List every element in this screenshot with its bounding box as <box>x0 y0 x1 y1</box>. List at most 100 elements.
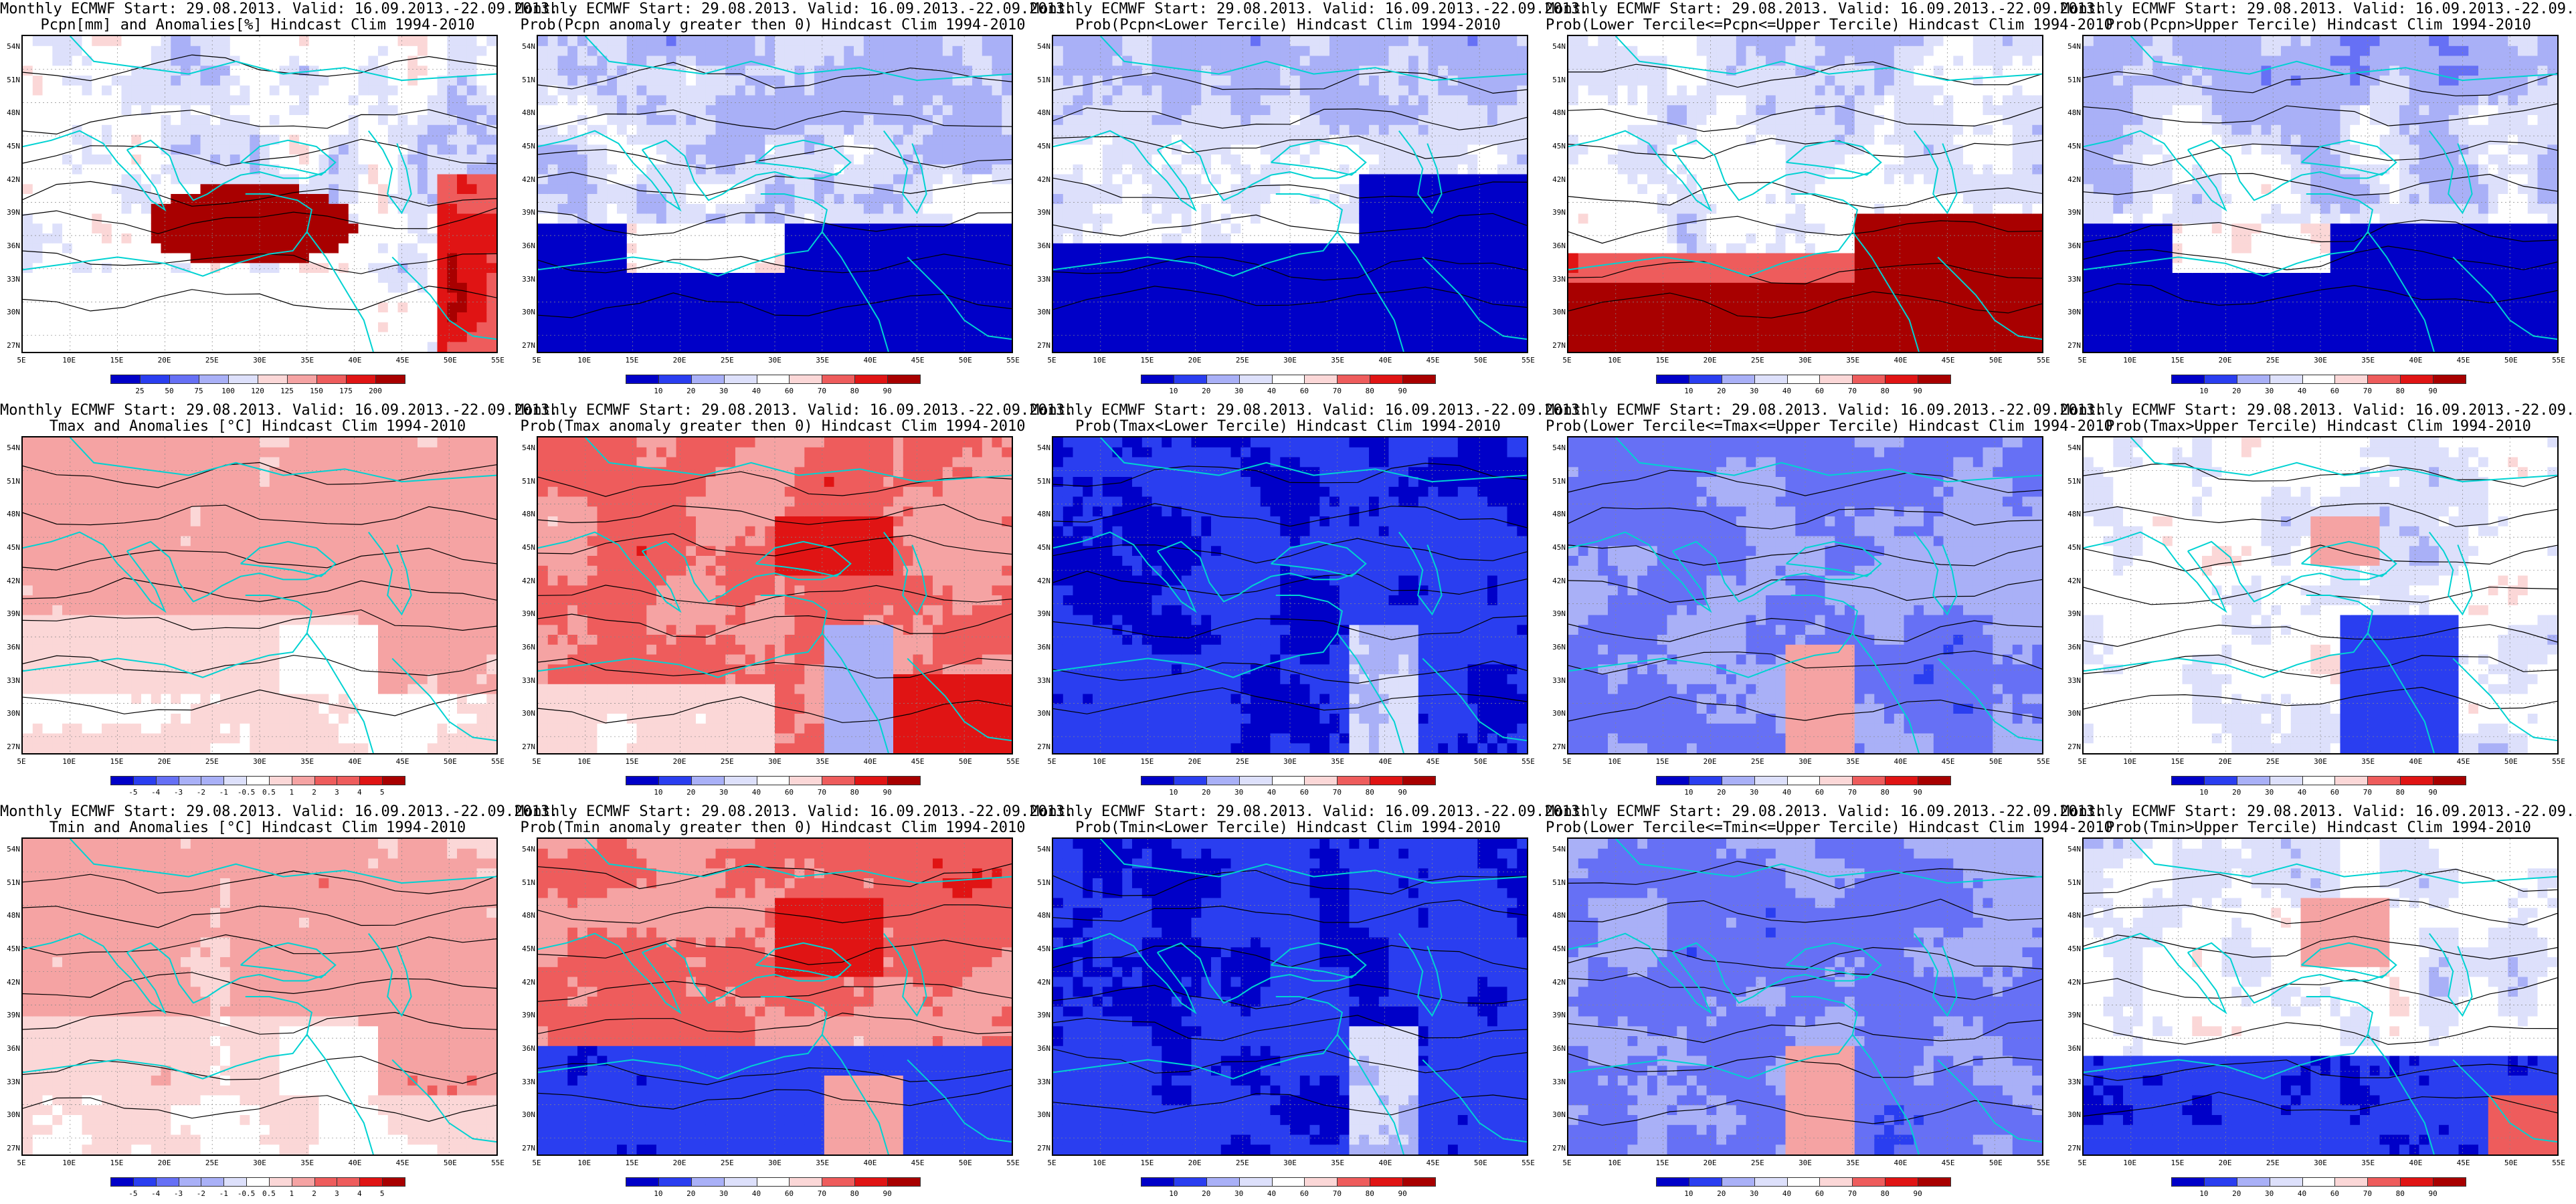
color-bar-tick: 20 <box>678 788 705 797</box>
coastline <box>391 1059 496 1143</box>
coastline <box>2130 437 2557 483</box>
color-bar-swatch <box>1271 1177 1305 1187</box>
color-bar-swatch <box>1721 375 1755 384</box>
color-bar-tick: 20 <box>678 1189 705 1198</box>
color-bar-swatch <box>1885 375 1919 384</box>
color-bar-swatch <box>228 375 258 384</box>
color-bar-tick: 60 <box>1806 1189 1833 1198</box>
longitude-label: 45E <box>908 757 928 766</box>
color-bar-swatch <box>291 1177 315 1187</box>
longitude-label: 10E <box>1604 757 1625 766</box>
longitude-label: 5E <box>527 1159 547 1167</box>
color-bar-swatch <box>2302 1177 2336 1187</box>
coastline <box>1336 633 1404 753</box>
coastline <box>1851 633 1920 753</box>
latitude-label: 54N <box>1 42 20 51</box>
coastline <box>23 130 167 212</box>
coastline <box>538 932 682 1015</box>
latitude-label: 51N <box>1032 477 1050 486</box>
color-bar-tick: 70 <box>1839 788 1865 797</box>
longitude-label: 20E <box>1185 757 1205 766</box>
color-bar-tick: 10 <box>2191 1189 2217 1198</box>
map-panel: Monthly ECMWF Start: 29.08.2013. Valid: … <box>1030 401 1588 803</box>
latitude-label: 27N <box>2062 341 2081 350</box>
longitude-label: 20E <box>670 757 690 766</box>
longitude-label: 15E <box>1137 1159 1157 1167</box>
color-bar-tick: 80 <box>1356 788 1383 797</box>
longitude-label: 45E <box>1938 757 1958 766</box>
color-bar-tick: 10 <box>1160 1189 1187 1198</box>
color-bar-tick: 175 <box>333 387 359 395</box>
coastline <box>23 595 313 678</box>
coastline <box>1422 256 1527 340</box>
latitude-label: 54N <box>1547 42 1566 51</box>
longitude-label: 5E <box>2072 1159 2092 1167</box>
map-panel: Monthly ECMWF Start: 29.08.2013. Valid: … <box>1546 803 2113 1204</box>
coastline <box>2367 633 2435 753</box>
color-bar-swatch <box>1721 1177 1755 1187</box>
color-bar-tick: 40 <box>1259 387 1285 395</box>
latitude-label: 36N <box>517 241 535 250</box>
latitude-label: 54N <box>517 845 535 854</box>
latitude-label: 48N <box>2062 911 2081 920</box>
latitude-label: 27N <box>1547 341 1566 350</box>
longitude-label: 45E <box>1423 1159 1443 1167</box>
color-bar: 10 20 30 40 60 70 80 90 <box>1141 776 1436 797</box>
color-bar-tick: 50 <box>156 387 183 395</box>
longitude-label: 25E <box>1748 757 1768 766</box>
color-bar-swatch <box>1402 776 1436 785</box>
coastline <box>2452 256 2557 340</box>
coastline <box>1157 540 1357 603</box>
longitude-label: 25E <box>1232 757 1253 766</box>
color-bar-tick: 40 <box>743 387 770 395</box>
color-bar-tick: 30 <box>1741 788 1768 797</box>
longitude-label: 25E <box>202 1159 222 1167</box>
color-bar-tick: 30 <box>2256 387 2283 395</box>
latitude-label: 39N <box>1032 208 1050 217</box>
color-bar-tick: 20 <box>2223 387 2250 395</box>
color-bar-tick: 4 <box>346 788 373 797</box>
coastline <box>1672 942 1872 1004</box>
coastline <box>23 932 167 1015</box>
color-bar-swatch <box>1819 1177 1853 1187</box>
color-bar-swatch <box>1141 375 1174 384</box>
color-bar-tick: 10 <box>1675 788 1702 797</box>
color-bar-tick: 4 <box>346 1189 373 1198</box>
color-bar-tick: 10 <box>645 788 672 797</box>
color-bar-swatch <box>2269 776 2303 785</box>
coastline <box>755 540 852 577</box>
panel-title-line2: Tmax and Anomalies [°C] Hindcast Clim 19… <box>0 419 515 435</box>
longitude-label: 50E <box>2501 757 2521 766</box>
color-bar-swatch <box>337 1177 361 1187</box>
color-bar-swatch <box>822 1177 856 1187</box>
field-map <box>1053 36 1527 352</box>
field-map <box>23 437 496 753</box>
longitude-label: 50E <box>440 1159 460 1167</box>
color-bar-swatch <box>1271 375 1305 384</box>
longitude-label: 5E <box>2072 356 2092 365</box>
latitude-label: 36N <box>2062 1044 2081 1053</box>
map-panel: Monthly ECMWF Start: 29.08.2013. Valid: … <box>0 401 558 803</box>
latitude-label: 30N <box>1032 709 1050 718</box>
latitude-label: 36N <box>1032 241 1050 250</box>
color-bar-tick: 80 <box>1871 788 1898 797</box>
color-bar-tick: 60 <box>1806 387 1833 395</box>
longitude-label: 10E <box>1604 1159 1625 1167</box>
coastline <box>2130 36 2557 82</box>
color-bar-tick: -4 <box>143 1189 169 1198</box>
longitude-label: 35E <box>812 356 832 365</box>
map-panel: Monthly ECMWF Start: 29.08.2013. Valid: … <box>515 803 1073 1204</box>
longitude-label: 10E <box>574 757 594 766</box>
latitude-label: 51N <box>1 477 20 486</box>
longitude-label: 55E <box>2033 356 2053 365</box>
color-bar-tick: 90 <box>1904 788 1931 797</box>
color-bar-swatch <box>1304 1177 1338 1187</box>
color-bar-swatch <box>2433 1177 2466 1187</box>
longitude-label: 50E <box>1986 1159 2006 1167</box>
latitude-label: 42N <box>2062 175 2081 184</box>
color-bar-swatch <box>1819 375 1853 384</box>
latitude-label: 30N <box>1032 1110 1050 1119</box>
latitude-label: 42N <box>1547 175 1566 184</box>
color-bar-swatch <box>626 776 659 785</box>
color-bar-swatch <box>316 375 347 384</box>
